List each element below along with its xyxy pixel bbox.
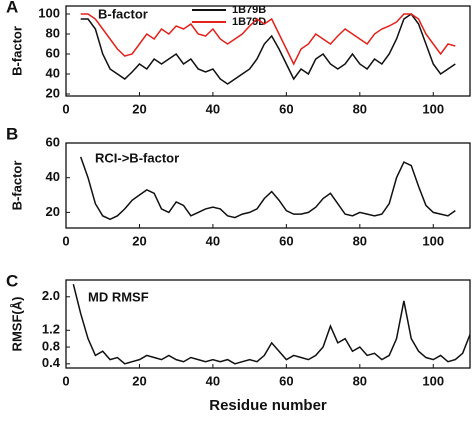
y-tick-label: 0.4 xyxy=(42,355,61,370)
x-tick-label: 40 xyxy=(206,373,220,388)
x-tick-label: 0 xyxy=(62,373,69,388)
x-tick-label: 80 xyxy=(353,101,367,116)
y-tick-label: 2.0 xyxy=(42,288,60,303)
x-tick-label: 60 xyxy=(279,101,293,116)
data-line xyxy=(79,156,456,221)
y-tick-label: 20 xyxy=(46,204,60,219)
plot-frame xyxy=(65,142,471,229)
panel-letter: A xyxy=(6,0,18,16)
y-tick-label: 0.8 xyxy=(42,338,60,353)
y-tick-label: 40 xyxy=(46,169,60,184)
x-tick-label: 0 xyxy=(62,233,69,248)
y-tick-label: 40 xyxy=(46,65,60,80)
plot-frame xyxy=(65,5,471,97)
x-tick-label: 80 xyxy=(353,233,367,248)
annotation: RCI->B-factor xyxy=(95,150,179,165)
y-axis-label: B-factor xyxy=(9,161,24,211)
panel-title: B-factor xyxy=(98,6,148,21)
y-tick-label: 80 xyxy=(46,25,60,40)
y-tick-label: 1.2 xyxy=(42,322,60,337)
x-tick-label: 20 xyxy=(132,101,146,116)
y-tick-label: 20 xyxy=(46,85,60,100)
x-tick-label: 60 xyxy=(279,233,293,248)
x-axis-label: Residue number xyxy=(209,397,327,414)
x-tick-label: 20 xyxy=(132,373,146,388)
legend-label: 1B79B xyxy=(232,4,266,16)
y-tick-label: 60 xyxy=(46,134,60,149)
x-tick-label: 100 xyxy=(422,233,444,248)
x-tick-label: 60 xyxy=(279,373,293,388)
panel-letter: C xyxy=(6,271,18,290)
y-tick-label: 100 xyxy=(38,5,60,20)
x-tick-label: 40 xyxy=(206,101,220,116)
x-tick-label: 100 xyxy=(422,101,444,116)
x-tick-label: 100 xyxy=(422,373,444,388)
y-axis-label: RMSF(Å) xyxy=(9,297,24,352)
y-axis-label: B-factor xyxy=(9,26,24,76)
data-line xyxy=(80,13,456,66)
x-tick-label: 80 xyxy=(353,373,367,388)
annotation: MD RMSF xyxy=(88,289,149,304)
x-tick-label: 40 xyxy=(206,233,220,248)
x-tick-label: 0 xyxy=(62,101,69,116)
data-line xyxy=(80,12,456,85)
panel-letter: B xyxy=(6,124,18,143)
y-tick-label: 60 xyxy=(46,45,60,60)
x-tick-label: 20 xyxy=(132,233,146,248)
plot-frame xyxy=(65,279,471,369)
data-line xyxy=(72,284,471,365)
